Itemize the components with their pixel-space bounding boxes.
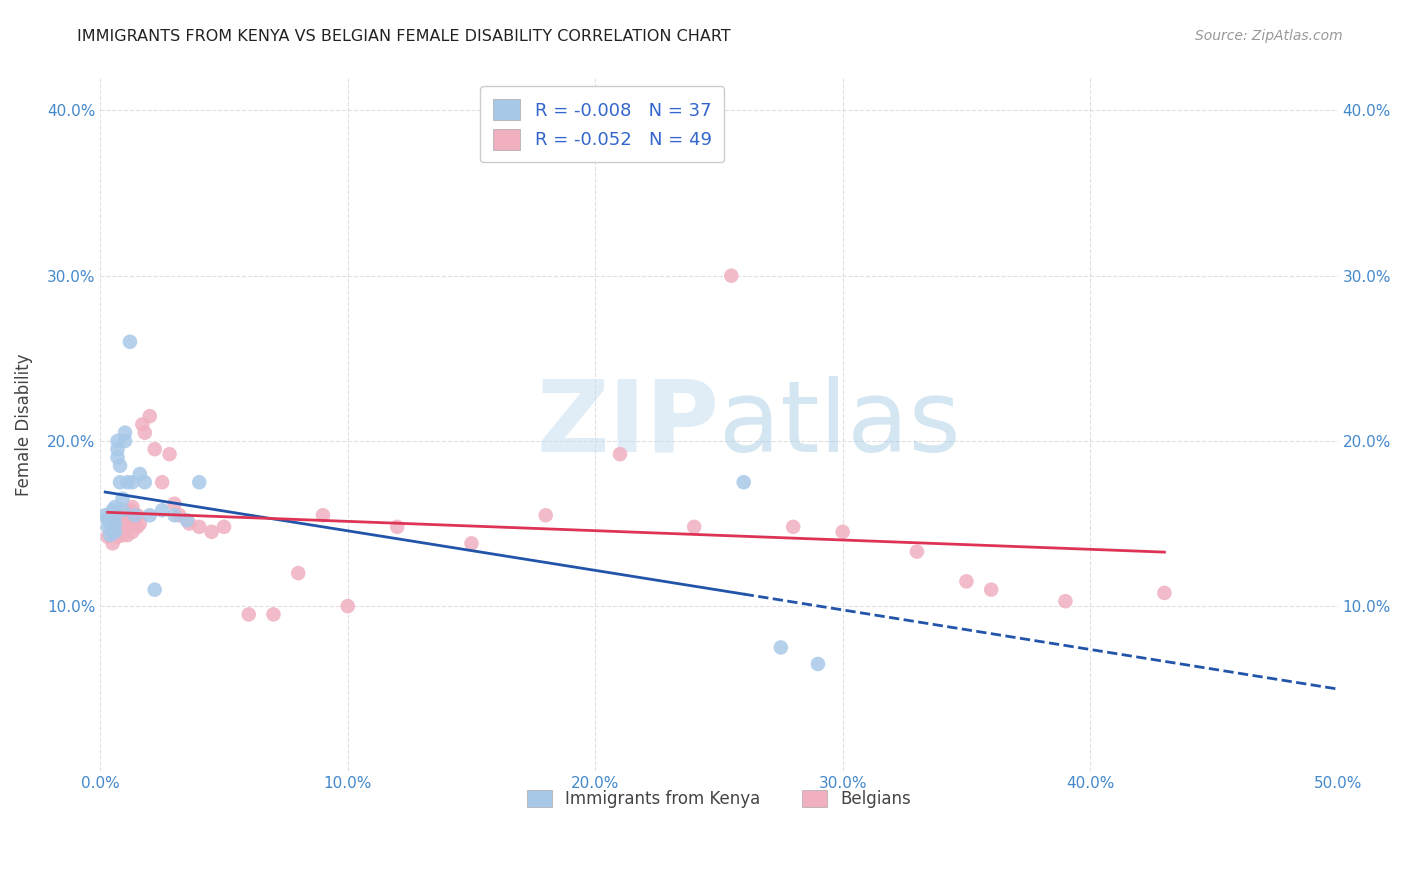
Point <box>114 508 136 523</box>
Point <box>114 425 136 440</box>
Point <box>94 508 117 523</box>
Point <box>733 475 755 490</box>
Point <box>128 516 150 531</box>
Point <box>107 442 129 457</box>
Point <box>287 566 309 581</box>
Point <box>101 513 124 527</box>
Point <box>955 574 977 589</box>
Point <box>807 657 830 671</box>
Point <box>188 475 211 490</box>
Point <box>118 334 141 349</box>
Point <box>387 520 409 534</box>
Point <box>117 516 139 531</box>
Point <box>163 497 186 511</box>
Point <box>104 516 127 531</box>
Point <box>769 640 792 655</box>
Point <box>104 500 127 514</box>
Point <box>124 513 146 527</box>
Point <box>97 530 120 544</box>
Point <box>111 491 134 506</box>
Point <box>118 503 141 517</box>
Point <box>143 442 166 457</box>
Point <box>150 503 173 517</box>
Y-axis label: Female Disability: Female Disability <box>15 353 32 496</box>
Point <box>188 520 211 534</box>
Point <box>117 475 139 490</box>
Point <box>312 508 335 523</box>
Point <box>212 520 235 534</box>
Point <box>107 524 129 539</box>
Point <box>98 508 121 523</box>
Point <box>97 511 120 525</box>
Point <box>238 607 260 622</box>
Point <box>169 508 191 523</box>
Point <box>121 500 143 514</box>
Point <box>117 528 139 542</box>
Point <box>104 508 127 523</box>
Point <box>104 520 127 534</box>
Point <box>107 434 129 448</box>
Text: IMMIGRANTS FROM KENYA VS BELGIAN FEMALE DISABILITY CORRELATION CHART: IMMIGRANTS FROM KENYA VS BELGIAN FEMALE … <box>77 29 731 44</box>
Point <box>127 508 149 523</box>
Point <box>179 516 201 531</box>
Point <box>143 582 166 597</box>
Point <box>98 516 121 531</box>
Text: ZIP: ZIP <box>536 376 718 473</box>
Point <box>114 434 136 448</box>
Point <box>101 536 124 550</box>
Point <box>107 450 129 465</box>
Point <box>263 607 285 622</box>
Point <box>131 417 153 432</box>
Text: Source: ZipAtlas.com: Source: ZipAtlas.com <box>1195 29 1343 43</box>
Point <box>108 475 131 490</box>
Point <box>1153 586 1175 600</box>
Point <box>980 582 1002 597</box>
Point <box>460 536 482 550</box>
Point <box>97 520 120 534</box>
Point <box>127 520 149 534</box>
Point <box>1054 594 1077 608</box>
Point <box>609 447 631 461</box>
Point <box>139 409 162 424</box>
Point <box>683 520 706 534</box>
Point <box>134 475 156 490</box>
Point <box>108 513 131 527</box>
Point <box>107 530 129 544</box>
Point <box>720 268 742 283</box>
Point <box>111 503 134 517</box>
Point <box>108 458 131 473</box>
Point <box>128 467 150 481</box>
Point <box>163 508 186 523</box>
Point <box>101 503 124 517</box>
Point <box>534 508 557 523</box>
Point <box>159 447 181 461</box>
Point <box>121 475 143 490</box>
Point <box>831 524 853 539</box>
Point <box>134 425 156 440</box>
Point <box>124 508 146 523</box>
Point <box>111 528 134 542</box>
Point <box>111 520 134 534</box>
Point <box>98 528 121 542</box>
Point <box>101 524 124 539</box>
Point <box>176 513 198 527</box>
Point <box>782 520 804 534</box>
Point <box>121 524 143 539</box>
Point <box>104 524 127 539</box>
Text: atlas: atlas <box>718 376 960 473</box>
Point <box>905 544 928 558</box>
Point <box>336 599 359 614</box>
Legend: Immigrants from Kenya, Belgians: Immigrants from Kenya, Belgians <box>520 783 918 815</box>
Point <box>118 513 141 527</box>
Point <box>139 508 162 523</box>
Point <box>150 475 173 490</box>
Point <box>201 524 224 539</box>
